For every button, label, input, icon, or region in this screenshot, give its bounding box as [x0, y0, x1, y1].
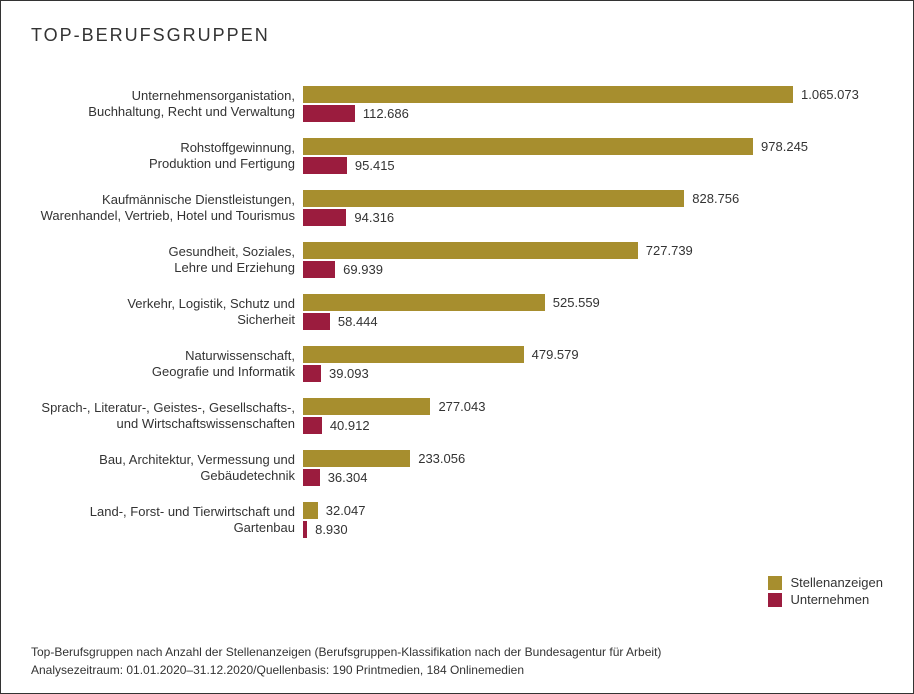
category-label: Unternehmensorganistation,Buchhaltung, R…	[31, 86, 303, 121]
bar-group: 277.043 40.912	[303, 398, 883, 434]
bar-unternehmen	[303, 469, 320, 486]
bar-group: 233.056 36.304	[303, 450, 883, 486]
category-label: Naturwissenschaft,Geografie und Informat…	[31, 346, 303, 381]
bar-value: 39.093	[321, 366, 369, 381]
bar-unternehmen	[303, 313, 330, 330]
bar-value: 36.304	[320, 470, 368, 485]
bar-value: 32.047	[318, 503, 366, 518]
legend-swatch-1	[768, 576, 782, 590]
bar-value: 94.316	[346, 210, 394, 225]
bar-value: 112.686	[355, 106, 409, 121]
bar-value: 828.756	[684, 191, 739, 206]
legend: Stellenanzeigen Unternehmen	[768, 575, 883, 609]
category-label: Sprach-, Literatur-, Geistes-, Gesellsch…	[31, 398, 303, 433]
bar-value: 479.579	[524, 347, 579, 362]
footnote-2: Analysezeitraum: 01.01.2020–31.12.2020/Q…	[31, 661, 883, 679]
bar-group: 32.047 8.930	[303, 502, 883, 538]
bar-group: 727.739 69.939	[303, 242, 883, 278]
bar-unternehmen	[303, 209, 346, 226]
bar-group: 978.245 95.415	[303, 138, 883, 174]
category-label: Rohstoffgewinnung,Produktion und Fertigu…	[31, 138, 303, 173]
bar-value: 95.415	[347, 158, 395, 173]
chart-row: Sprach-, Literatur-, Geistes-, Gesellsch…	[31, 398, 883, 434]
bar-value: 525.559	[545, 295, 600, 310]
chart-area: Unternehmensorganistation,Buchhaltung, R…	[31, 86, 883, 538]
bar-unternehmen	[303, 261, 335, 278]
footnote-1: Top-Berufsgruppen nach Anzahl der Stelle…	[31, 643, 883, 661]
bar-group: 479.579 39.093	[303, 346, 883, 382]
legend-swatch-2	[768, 593, 782, 607]
bar-stellenanzeigen	[303, 294, 545, 311]
bar-value: 233.056	[410, 451, 465, 466]
chart-title: TOP-BERUFSGRUPPEN	[31, 25, 883, 46]
category-label: Kaufmännische Dienstleistungen,Warenhand…	[31, 190, 303, 225]
footnotes: Top-Berufsgruppen nach Anzahl der Stelle…	[31, 643, 883, 679]
bar-value: 1.065.073	[793, 87, 859, 102]
bar-unternehmen	[303, 365, 321, 382]
legend-label-2: Unternehmen	[790, 592, 869, 607]
legend-item-1: Stellenanzeigen	[768, 575, 883, 590]
chart-row: Unternehmensorganistation,Buchhaltung, R…	[31, 86, 883, 122]
legend-label-1: Stellenanzeigen	[790, 575, 883, 590]
chart-row: Gesundheit, Soziales,Lehre und Erziehung…	[31, 242, 883, 278]
bar-group: 828.756 94.316	[303, 190, 883, 226]
bar-value: 69.939	[335, 262, 383, 277]
legend-item-2: Unternehmen	[768, 592, 883, 607]
bar-value: 8.930	[307, 522, 348, 537]
bar-stellenanzeigen	[303, 86, 793, 103]
bar-stellenanzeigen	[303, 450, 410, 467]
chart-row: Land-, Forst- und Tierwirtschaft undGart…	[31, 502, 883, 538]
chart-row: Verkehr, Logistik, Schutz undSicherheit5…	[31, 294, 883, 330]
bar-unternehmen	[303, 105, 355, 122]
bar-stellenanzeigen	[303, 138, 753, 155]
chart-row: Rohstoffgewinnung,Produktion und Fertigu…	[31, 138, 883, 174]
bar-stellenanzeigen	[303, 190, 684, 207]
bar-stellenanzeigen	[303, 242, 638, 259]
chart-frame: TOP-BERUFSGRUPPEN Unternehmensorganistat…	[0, 0, 914, 694]
bar-group: 1.065.073 112.686	[303, 86, 883, 122]
bar-value: 978.245	[753, 139, 808, 154]
bar-value: 277.043	[430, 399, 485, 414]
bar-unternehmen	[303, 157, 347, 174]
bar-stellenanzeigen	[303, 346, 524, 363]
category-label: Gesundheit, Soziales,Lehre und Erziehung	[31, 242, 303, 277]
bar-group: 525.559 58.444	[303, 294, 883, 330]
chart-row: Kaufmännische Dienstleistungen,Warenhand…	[31, 190, 883, 226]
category-label: Verkehr, Logistik, Schutz undSicherheit	[31, 294, 303, 329]
bar-unternehmen	[303, 417, 322, 434]
chart-row: Naturwissenschaft,Geografie und Informat…	[31, 346, 883, 382]
category-label: Land-, Forst- und Tierwirtschaft undGart…	[31, 502, 303, 537]
bar-stellenanzeigen	[303, 398, 430, 415]
bar-value: 727.739	[638, 243, 693, 258]
bar-stellenanzeigen	[303, 502, 318, 519]
chart-row: Bau, Architektur, Vermessung undGebäudet…	[31, 450, 883, 486]
category-label: Bau, Architektur, Vermessung undGebäudet…	[31, 450, 303, 485]
bar-value: 58.444	[330, 314, 378, 329]
bar-value: 40.912	[322, 418, 370, 433]
